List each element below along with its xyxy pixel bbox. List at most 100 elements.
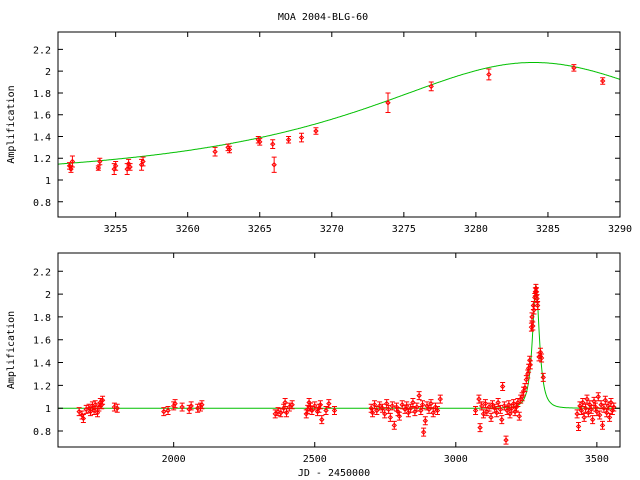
plot-frame: [57, 31, 621, 218]
y-axis-label: Amplification: [6, 85, 17, 163]
data-point: [420, 427, 427, 437]
x-tick-label: 3280: [464, 224, 488, 235]
point-marker: [574, 411, 580, 417]
point-marker: [298, 134, 305, 141]
data-point: [313, 127, 319, 135]
data-point: [282, 398, 288, 407]
error-bar: [69, 155, 75, 168]
point-marker: [430, 410, 436, 416]
data-point: [99, 395, 106, 405]
data-point: [589, 415, 596, 425]
point-marker: [527, 362, 533, 368]
point-marker: [571, 65, 577, 71]
point-marker: [523, 376, 530, 383]
point-marker: [179, 404, 185, 410]
data-point: [434, 405, 441, 415]
data-point: [112, 161, 119, 171]
point-marker: [428, 400, 434, 407]
data-point: [199, 400, 205, 410]
point-marker: [368, 405, 374, 411]
data-point: [611, 402, 617, 412]
error-bar: [212, 146, 218, 157]
data-point: [580, 398, 586, 407]
data-point: [387, 412, 394, 422]
data-point: [582, 403, 589, 413]
point-marker: [596, 412, 603, 418]
data-point: [606, 412, 613, 422]
point-marker: [188, 403, 194, 409]
data-point: [476, 394, 482, 404]
data-point: [286, 402, 293, 412]
x-tick-label: 3500: [585, 454, 609, 465]
point-marker: [525, 371, 531, 377]
data-point: [477, 423, 483, 433]
point-marker: [97, 158, 103, 165]
data-point: [271, 156, 277, 173]
data-point: [289, 400, 295, 410]
bottom-panel-full: 0.8 1 1.2 1.4 1.6 1.8 2 2.2 2000 2500 3000 3500 Ampl…: [6, 252, 621, 479]
data-point: [326, 399, 332, 409]
point-marker: [577, 403, 583, 409]
data-point: [389, 401, 396, 411]
point-marker: [495, 399, 501, 406]
point-marker: [486, 71, 492, 78]
point-marker: [99, 397, 106, 403]
data-point: [212, 146, 218, 157]
data-point: [188, 401, 194, 411]
point-marker: [589, 416, 596, 423]
data-point: [226, 145, 233, 154]
point-marker: [601, 405, 607, 411]
point-marker: [588, 406, 594, 413]
point-marker: [479, 403, 485, 409]
y-tick-label: 1.6: [33, 336, 51, 347]
point-marker: [499, 383, 506, 390]
point-marker: [434, 407, 441, 414]
data-point: [533, 287, 540, 297]
point-marker: [275, 408, 281, 415]
data-point: [419, 400, 426, 410]
data-point: [534, 301, 541, 310]
point-marker: [575, 423, 582, 430]
point-marker: [112, 163, 119, 169]
point-marker: [418, 407, 424, 414]
data-point: [257, 138, 263, 146]
point-marker: [94, 410, 101, 416]
data-point: [575, 421, 582, 431]
point-marker: [476, 396, 482, 402]
point-marker: [516, 413, 522, 419]
data-point: [584, 394, 590, 404]
data-point: [172, 399, 178, 409]
point-marker: [289, 402, 295, 408]
point-marker: [477, 424, 483, 431]
y-tick-label: 1: [45, 404, 51, 415]
data-point: [381, 409, 388, 419]
data-point: [499, 382, 506, 392]
point-marker: [501, 403, 508, 409]
point-marker: [422, 418, 429, 424]
point-marker: [114, 405, 120, 411]
point-marker: [404, 403, 410, 409]
point-marker: [602, 397, 609, 403]
x-tick-label: 3000: [444, 454, 468, 465]
y-tick-label: 0.8: [33, 427, 51, 438]
data-point: [285, 135, 292, 144]
data-point: [416, 391, 422, 401]
data-point: [422, 416, 429, 426]
y-tick-label: 2: [45, 290, 51, 301]
point-marker: [257, 139, 263, 145]
y-tick-label: 1.2: [33, 381, 51, 392]
point-marker: [161, 408, 167, 415]
point-marker: [529, 314, 535, 320]
data-point: [97, 157, 103, 166]
y-tick-label: 1.4: [33, 359, 51, 370]
point-marker: [599, 422, 606, 429]
point-marker: [396, 413, 403, 419]
data-point: [179, 402, 185, 412]
error-bar: [271, 156, 277, 173]
data-point: [428, 81, 434, 92]
point-marker: [604, 410, 610, 416]
data-point: [472, 405, 479, 415]
point-marker: [608, 399, 614, 406]
point-marker: [319, 416, 325, 423]
point-marker: [587, 402, 593, 408]
